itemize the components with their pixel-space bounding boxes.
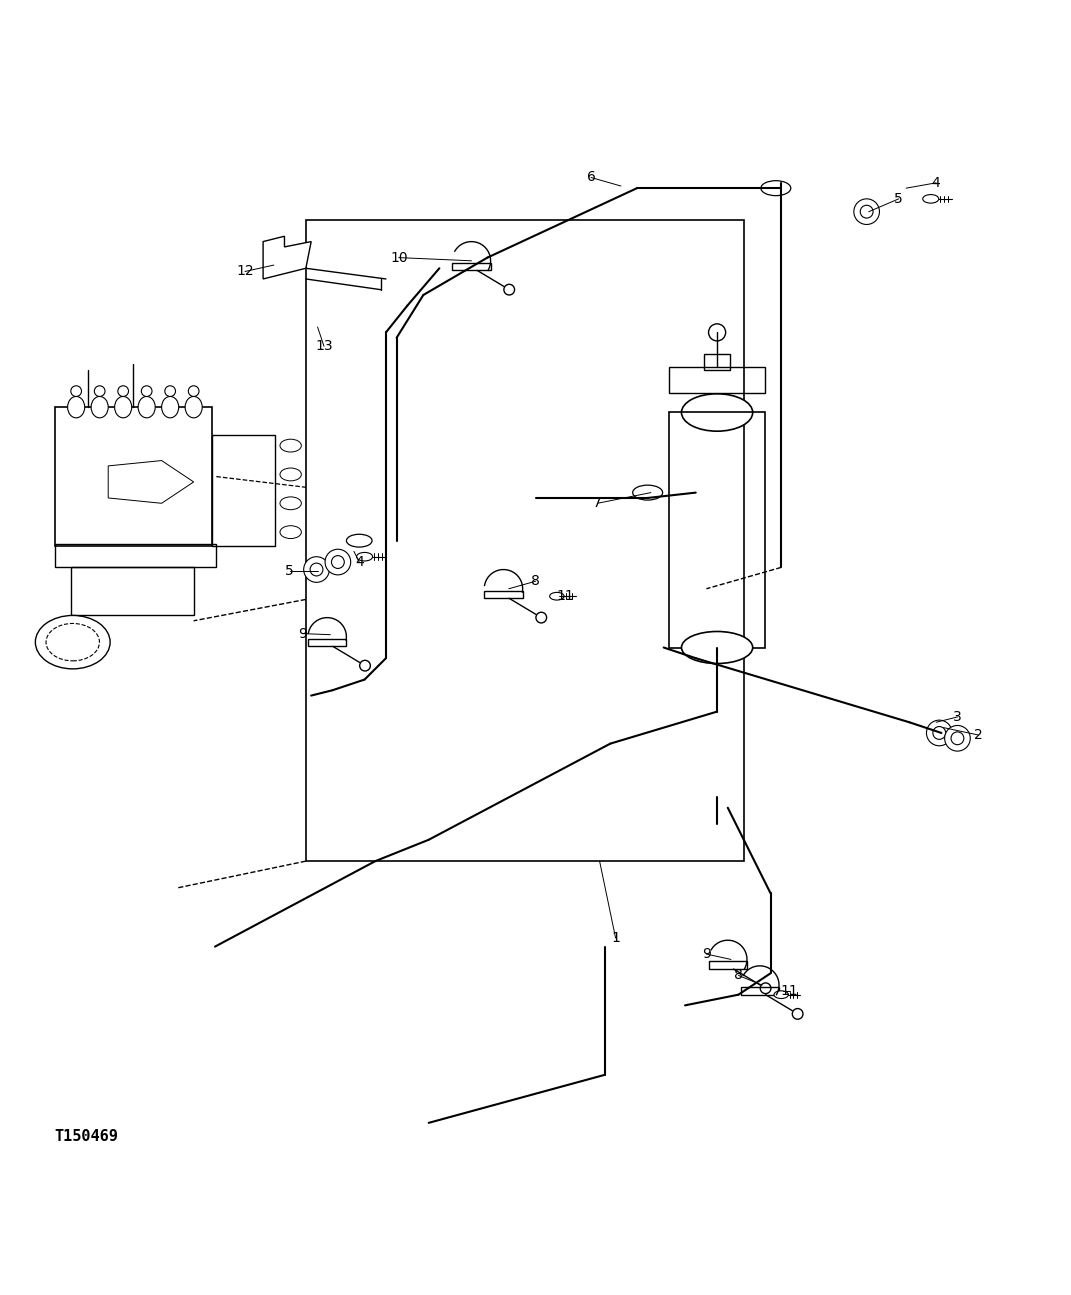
Polygon shape — [263, 236, 312, 278]
Text: 11: 11 — [781, 984, 799, 998]
Bar — [484, 591, 523, 598]
Ellipse shape — [91, 396, 108, 418]
Ellipse shape — [633, 486, 663, 500]
Text: 5: 5 — [286, 563, 295, 578]
Bar — [452, 263, 491, 271]
Text: 11: 11 — [557, 589, 574, 603]
Bar — [705, 354, 730, 370]
Circle shape — [945, 725, 970, 751]
Ellipse shape — [67, 396, 85, 418]
Ellipse shape — [760, 181, 790, 196]
Circle shape — [793, 1009, 803, 1019]
Text: 7: 7 — [593, 496, 602, 510]
Bar — [669, 366, 765, 394]
Bar — [212, 435, 274, 546]
Bar — [669, 413, 765, 648]
Ellipse shape — [165, 386, 176, 396]
Ellipse shape — [35, 615, 110, 668]
Circle shape — [360, 660, 371, 671]
Ellipse shape — [774, 991, 788, 998]
Bar — [55, 544, 216, 567]
Ellipse shape — [346, 535, 372, 546]
Ellipse shape — [46, 623, 100, 660]
Ellipse shape — [280, 497, 301, 510]
Ellipse shape — [280, 526, 301, 539]
Ellipse shape — [188, 386, 199, 396]
Ellipse shape — [280, 439, 301, 452]
Circle shape — [709, 324, 726, 341]
Text: 4: 4 — [932, 176, 940, 190]
Text: 8: 8 — [531, 574, 540, 588]
Text: 1: 1 — [612, 931, 620, 945]
Ellipse shape — [162, 396, 179, 418]
Circle shape — [326, 549, 350, 575]
Circle shape — [860, 205, 873, 218]
Text: 5: 5 — [894, 192, 903, 206]
Ellipse shape — [118, 386, 129, 396]
Ellipse shape — [357, 553, 373, 561]
Polygon shape — [108, 461, 194, 504]
Bar — [741, 987, 779, 995]
Ellipse shape — [141, 386, 152, 396]
Circle shape — [951, 732, 964, 745]
Circle shape — [536, 613, 546, 623]
Circle shape — [760, 983, 771, 993]
Circle shape — [854, 199, 879, 224]
Text: 3: 3 — [953, 710, 962, 724]
Circle shape — [926, 720, 952, 746]
Ellipse shape — [549, 592, 564, 600]
Bar — [55, 407, 212, 546]
Circle shape — [304, 557, 330, 583]
Ellipse shape — [71, 386, 81, 396]
Bar — [709, 961, 746, 969]
Ellipse shape — [681, 632, 753, 663]
Ellipse shape — [681, 394, 753, 431]
Ellipse shape — [923, 194, 939, 203]
Ellipse shape — [280, 467, 301, 480]
Text: 6: 6 — [587, 171, 595, 184]
Bar — [306, 220, 743, 861]
Ellipse shape — [94, 386, 105, 396]
Ellipse shape — [185, 396, 202, 418]
Bar — [71, 567, 194, 615]
Text: 4: 4 — [355, 556, 364, 569]
Text: 12: 12 — [236, 264, 254, 278]
Ellipse shape — [138, 396, 155, 418]
Circle shape — [503, 285, 514, 295]
Text: 9: 9 — [298, 627, 307, 641]
Circle shape — [331, 556, 344, 569]
Text: 13: 13 — [315, 339, 333, 354]
Bar — [308, 638, 346, 646]
Ellipse shape — [115, 396, 132, 418]
Text: 10: 10 — [390, 251, 408, 264]
Text: 2: 2 — [975, 728, 983, 742]
Text: T150469: T150469 — [55, 1129, 119, 1145]
Circle shape — [311, 563, 323, 576]
Text: 9: 9 — [702, 947, 711, 961]
Circle shape — [933, 726, 946, 739]
Text: 8: 8 — [734, 969, 743, 983]
